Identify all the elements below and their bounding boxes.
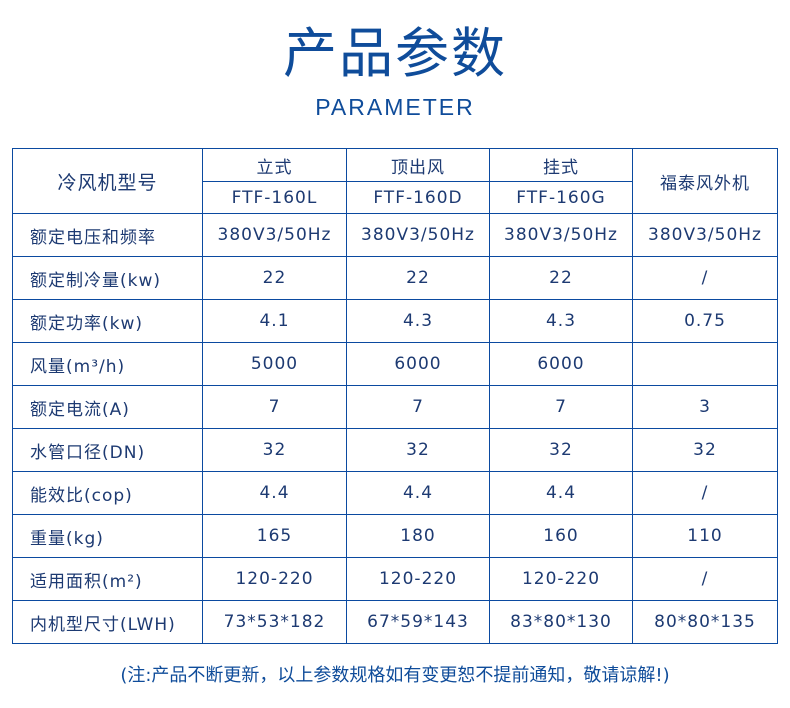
row-header-cell: 冷风机型号	[12, 148, 203, 214]
row-label: 能效比(cop)	[12, 471, 203, 515]
value-cell: 110	[632, 514, 778, 558]
value-cell: 22	[489, 256, 633, 300]
table-row: 能效比(cop) 4.4 4.4 4.4/	[12, 471, 778, 515]
row-label: 额定电流(A)	[12, 385, 203, 429]
value-cell: 22	[202, 256, 347, 300]
value-cell: 160	[489, 514, 633, 558]
value-cell: 4.3	[346, 299, 490, 343]
value-cell: 120-220	[489, 557, 633, 601]
row-label: 内机型尺寸(LWH)	[12, 600, 203, 644]
value-cell: 120-220	[202, 557, 347, 601]
value-cell: /	[632, 557, 778, 601]
value-cell: 32	[202, 428, 347, 472]
value-cell: 67*59*143	[346, 600, 490, 644]
column-type: 顶出风	[346, 148, 490, 182]
value-cell: 7	[202, 385, 347, 429]
column-model: FTF-160G	[489, 181, 633, 214]
value-cell: 7	[346, 385, 490, 429]
value-cell: 4.3	[489, 299, 633, 343]
value-cell: 32	[632, 428, 778, 472]
value-cell: 3	[632, 385, 778, 429]
page-subtitle: PARAMETER	[315, 94, 475, 120]
row-label: 额定制冷量(kw)	[12, 256, 203, 300]
row-label: 重量(kg)	[12, 514, 203, 558]
value-cell: 165	[202, 514, 347, 558]
table-row: 风量(m³/h) 5000 6000 6000	[12, 342, 778, 386]
row-label: 额定电压和频率	[12, 213, 203, 257]
value-cell: /	[632, 256, 778, 300]
value-cell: 380V3/50Hz	[346, 213, 490, 257]
table-row: 适用面积(m²) 120-220 120-220 120-220/	[12, 557, 778, 601]
table-row: 额定功率(kw) 4.1 4.3 4.3 0.75	[12, 299, 778, 343]
value-cell	[632, 342, 778, 386]
value-cell: 380V3/50Hz	[489, 213, 633, 257]
value-cell: 80*80*135	[632, 600, 778, 644]
value-cell: 83*80*130	[489, 600, 633, 644]
value-cell: 6000	[489, 342, 633, 386]
value-cell: 5000	[202, 342, 347, 386]
table-row: 额定制冷量(kw) 22 22 22/	[12, 256, 778, 300]
value-cell: 380V3/50Hz	[202, 213, 347, 257]
outdoor-unit-header: 福泰风外机	[632, 148, 778, 214]
value-cell: 4.4	[346, 471, 490, 515]
table-row: 额定电压和频率 380V3/50Hz 380V3/50Hz 380V3/50Hz 380…	[12, 213, 778, 257]
table-row: 重量(kg) 165 180 160 110	[12, 514, 778, 558]
value-cell: 22	[346, 256, 490, 300]
value-cell: 6000	[346, 342, 490, 386]
column-model: FTF-160L	[202, 181, 347, 214]
column-model: FTF-160D	[346, 181, 490, 214]
column-type: 挂式	[489, 148, 633, 182]
value-cell: 4.4	[489, 471, 633, 515]
value-cell: 7	[489, 385, 633, 429]
value-cell: 32	[489, 428, 633, 472]
row-label: 风量(m³/h)	[12, 342, 203, 386]
value-cell: 0.75	[632, 299, 778, 343]
value-cell: 4.1	[202, 299, 347, 343]
value-cell: 180	[346, 514, 490, 558]
table-row: 内机型尺寸(LWH) 73*53*182 67*59*143 83*80*130 80*…	[12, 600, 778, 644]
parameter-table: 冷风机型号 立式 顶出风 挂式 福泰风外机 FTF-160L FTF-160D …	[12, 148, 778, 644]
table-row: 额定电流(A) 7 7 7 3	[12, 385, 778, 429]
value-cell: /	[632, 471, 778, 515]
value-cell: 73*53*182	[202, 600, 347, 644]
row-label: 额定功率(kw)	[12, 299, 203, 343]
value-cell: 4.4	[202, 471, 347, 515]
value-cell: 32	[346, 428, 490, 472]
page-title: 产品参数	[283, 22, 507, 85]
value-cell: 120-220	[346, 557, 490, 601]
row-label: 适用面积(m²)	[12, 557, 203, 601]
value-cell: 380V3/50Hz	[632, 213, 778, 257]
disclaimer-note: (注:产品不断更新，以上参数规格如有变更恕不提前通知，敬请谅解!)	[120, 665, 670, 686]
table-row: 水管口径(DN) 32 32 32 32	[12, 428, 778, 472]
column-type: 立式	[202, 148, 347, 182]
row-label: 水管口径(DN)	[12, 428, 203, 472]
